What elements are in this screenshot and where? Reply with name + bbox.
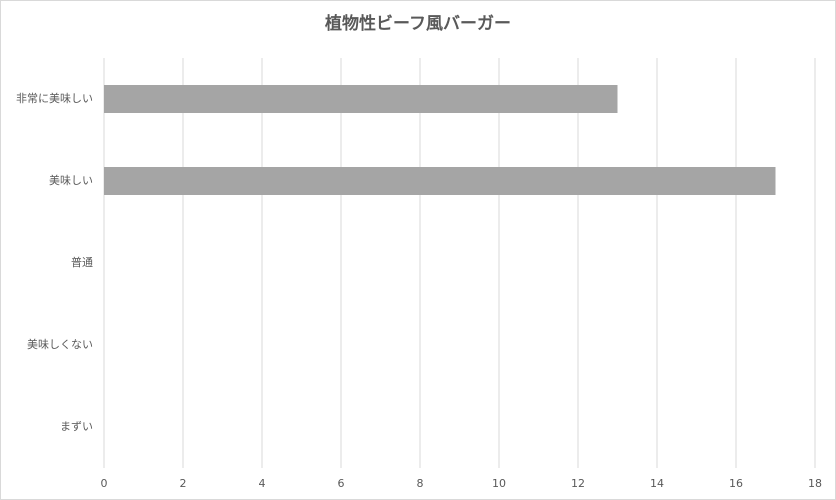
x-tick-label: 0	[101, 477, 108, 490]
bar	[104, 167, 776, 195]
x-tick-label: 4	[259, 477, 266, 490]
page: 植物性ビーフ風バーガー 0 2 4 6 8 10 12 14 16 18 非常に美味しい美味しい普通…	[0, 0, 836, 500]
x-tick-label: 8	[417, 477, 424, 490]
y-tick-label: 美味しくない	[27, 338, 93, 351]
x-tick-label: 6	[338, 477, 345, 490]
chart: 植物性ビーフ風バーガー 0 2 4 6 8 10 12 14 16 18 非常に美味しい美味しい普通…	[0, 0, 836, 500]
y-tick-label: 非常に美味しい	[16, 92, 93, 105]
y-tick-label: まずい	[60, 420, 93, 433]
x-tick-label: 14	[650, 477, 664, 490]
x-tick-label: 12	[571, 477, 585, 490]
y-tick-label: 美味しい	[49, 174, 93, 187]
chart-title: 植物性ビーフ風バーガー	[325, 13, 511, 34]
x-tick-label: 10	[492, 477, 506, 490]
x-tick-label: 2	[180, 477, 187, 490]
x-tick-label: 18	[808, 477, 822, 490]
y-tick-label: 普通	[71, 255, 93, 269]
bar	[104, 85, 618, 113]
chart-border	[1, 1, 836, 500]
x-tick-label: 16	[729, 477, 743, 490]
